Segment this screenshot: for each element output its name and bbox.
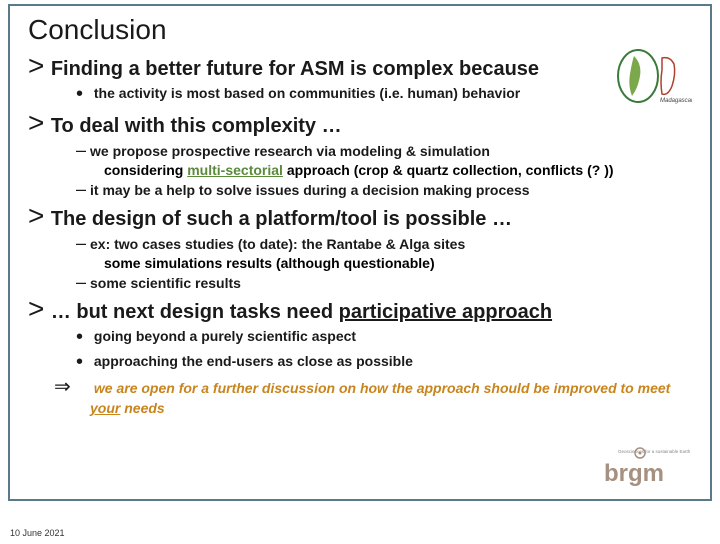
slide-frame: Conclusion > Finding a better future for… — [8, 4, 712, 501]
bullet-text: it may be a help to solve issues during … — [90, 182, 530, 198]
dash-icon: – — [76, 139, 90, 162]
section-1: > Finding a better future for ASM is com… — [28, 50, 692, 82]
chevron-icon: > — [28, 200, 44, 232]
bullet-dot-icon: • — [76, 350, 90, 375]
bullet-4-1: • going beyond a purely scientific aspec… — [76, 325, 692, 350]
bullet-dot-icon: • — [76, 82, 90, 107]
bullet-4-3: ⇒ we are open for a further discussion o… — [72, 375, 692, 418]
slide-content: > Finding a better future for ASM is com… — [28, 50, 692, 418]
bullet-text: some scientific results — [90, 275, 241, 291]
heading-1: Finding a better future for ASM is compl… — [51, 58, 539, 80]
orange-post: needs — [120, 400, 164, 416]
dash-icon: – — [76, 178, 90, 201]
chevron-icon: > — [28, 293, 44, 325]
slide-date: 10 June 2021 — [10, 528, 65, 538]
bullet-3-3: –some scientific results — [76, 271, 692, 294]
bullet-text: the activity is most based on communitie… — [94, 85, 520, 101]
bullet-2-1: –we propose prospective research via mod… — [76, 139, 692, 162]
arrow-icon: ⇒ — [72, 375, 90, 400]
bullet-text: going beyond a purely scientific aspect — [94, 328, 356, 344]
bullet-text-post: approach (crop & quartz collection, conf… — [283, 162, 614, 178]
bullet-2-3: –it may be a help to solve issues during… — [76, 178, 692, 201]
heading-2: To deal with this complexity … — [51, 115, 342, 137]
bullet-1-1: • the activity is most based on communit… — [76, 82, 692, 107]
bullet-3-1: –ex: two cases studies (to date): the Ra… — [76, 232, 692, 255]
chevron-icon: > — [28, 50, 44, 82]
bullet-text: we propose prospective research via mode… — [90, 143, 490, 159]
bullet-dot-icon: • — [76, 325, 90, 350]
bullet-3-2: some simulations results (although quest… — [104, 255, 692, 271]
bullet-4-2: • approaching the end-users as close as … — [76, 350, 692, 375]
section-4: > … but next design tasks need participa… — [28, 293, 692, 325]
orange-ul: your — [90, 400, 120, 416]
bullet-text: approaching the end-users as close as po… — [94, 353, 413, 369]
heading-4-ul: participative approach — [339, 301, 552, 323]
bullet-2-2: considering multi-sectorial approach (cr… — [104, 162, 692, 178]
bullet-text: ex: two cases studies (to date): the Ran… — [90, 236, 465, 252]
heading-4-pre: … but next design tasks need — [51, 301, 339, 323]
section-3: > The design of such a platform/tool is … — [28, 200, 692, 232]
slide-title: Conclusion — [28, 14, 692, 46]
bullet-text-pre: considering — [104, 162, 187, 178]
brgm-text: brgm — [604, 460, 664, 487]
green-term: multi-sectorial — [187, 162, 283, 178]
chevron-icon: > — [28, 107, 44, 139]
section-2: > To deal with this complexity … — [28, 107, 692, 139]
svg-text:Madagascar: Madagascar — [660, 98, 692, 104]
madagascar-logo-icon: Madagascar — [612, 46, 692, 106]
bullet-text: some simulations results (although quest… — [104, 255, 435, 271]
heading-4: … but next design tasks need participati… — [51, 301, 552, 323]
heading-3: The design of such a platform/tool is po… — [51, 208, 512, 230]
orange-text: we are open for a further discussion on … — [90, 380, 670, 416]
dash-icon: – — [76, 271, 90, 294]
dash-icon: – — [76, 232, 90, 255]
brgm-logo-icon: Geosciences for a sustainable Earth brgm — [574, 447, 694, 487]
orange-pre: we are open for a further discussion on … — [94, 380, 670, 396]
brgm-tagline: Geosciences for a sustainable Earth — [618, 449, 691, 454]
